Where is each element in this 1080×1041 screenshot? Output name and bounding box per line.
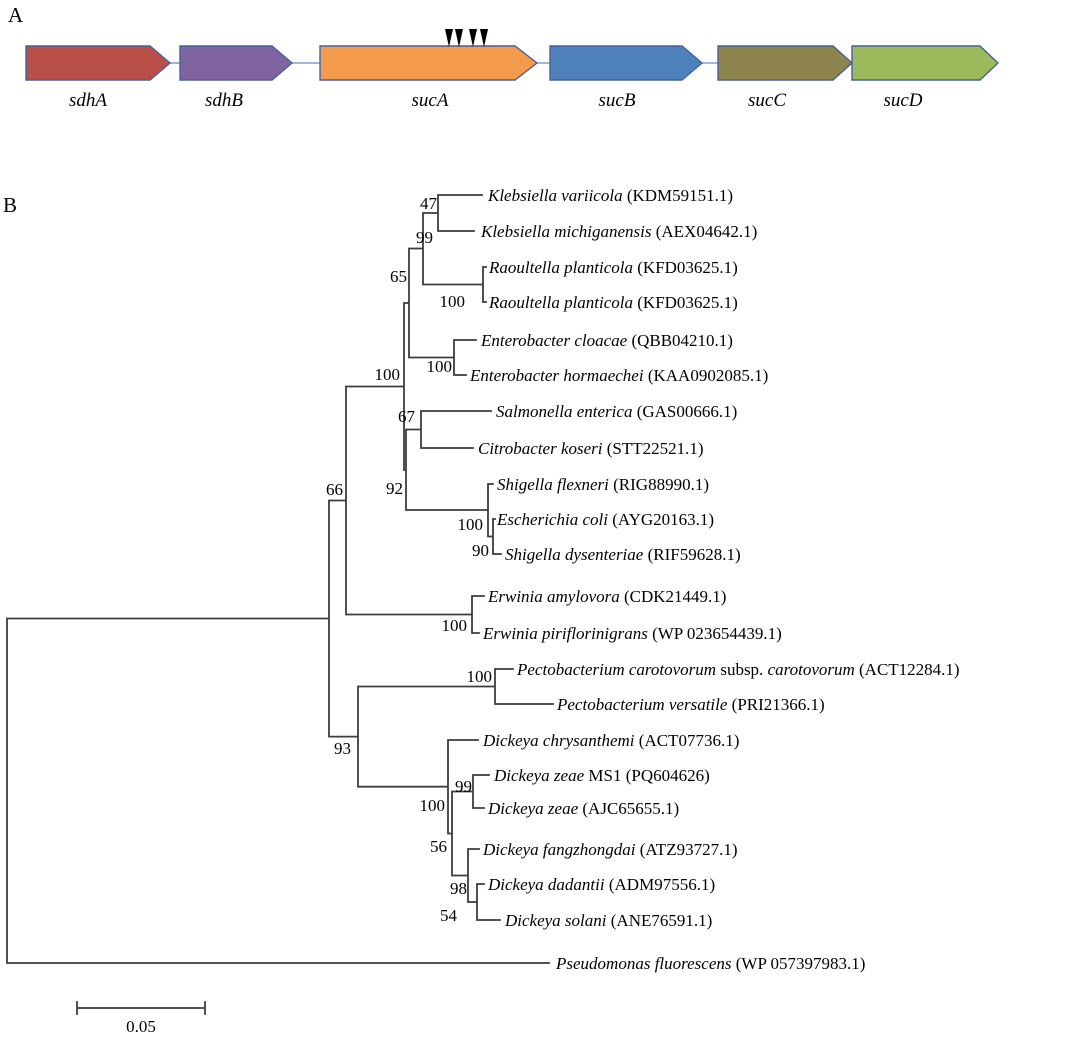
bootstrap-value: 67 — [398, 407, 416, 426]
taxon-label-pectobacterium-carotovorum: Pectobacterium carotovorum subsp. caroto… — [516, 660, 960, 679]
taxon-label-dickeya-zeae-ms1-highlighted: Dickeya zeae MS1 (PQ604626) — [493, 766, 710, 785]
gene-label-sucD: sucD — [883, 90, 922, 111]
taxon-label-shigella-dysenteriae: Shigella dysenteriae (RIF59628.1) — [505, 545, 741, 564]
taxon-label-erwinia-amylovora: Erwinia amylovora (CDK21449.1) — [487, 587, 726, 606]
taxon-label-enterobacter-cloacae: Enterobacter cloacae (QBB04210.1) — [480, 331, 733, 350]
bootstrap-value: 65 — [390, 267, 407, 286]
bootstrap-value: 56 — [430, 837, 447, 856]
taxon-label-shigella-flexneri: Shigella flexneri (RIG88990.1) — [497, 475, 709, 494]
taxon-label-enterobacter-hormaechei: Enterobacter hormaechei (KAA0902085.1) — [469, 366, 768, 385]
panel-b-phylogenetic-tree: B 47 99 65 100 100 100 67 92 100 90 66 1… — [3, 186, 960, 1036]
tree-branches — [6, 194, 554, 964]
taxon-label-pectobacterium-versatile: Pectobacterium versatile (PRI21366.1) — [556, 695, 825, 714]
gene-arrow-sucC — [717, 45, 854, 81]
panel-b-letter: B — [3, 193, 17, 217]
bootstrap-value: 54 — [440, 906, 458, 925]
scale-bar: 0.05 — [76, 1001, 206, 1036]
gene-label-sdhA: sdhA — [69, 90, 107, 111]
panel-a-gene-cluster: A sdhA sdhB sucA sucB sucC sucD — [8, 3, 1000, 111]
taxon-label-pseudomonas-fluorescens: Pseudomonas fluorescens (WP 057397983.1) — [555, 954, 865, 973]
taxon-label-salmonella-enterica: Salmonella enterica (GAS00666.1) — [496, 402, 737, 421]
taxon-label-klebsiella-variicola: Klebsiella variicola (KDM59151.1) — [487, 186, 733, 205]
gene-arrows — [25, 45, 1000, 81]
bootstrap-value: 99 — [416, 228, 433, 247]
bootstrap-value: 66 — [326, 480, 343, 499]
gene-arrow-sdhA — [25, 45, 172, 81]
gene-label-sucB: sucB — [599, 90, 636, 111]
mutation-arrowhead-icon — [480, 29, 488, 47]
bootstrap-value: 93 — [334, 739, 351, 758]
taxon-label-dickeya-dadantii: Dickeya dadantii (ADM97556.1) — [487, 875, 715, 894]
gene-label-sucA: sucA — [412, 90, 449, 111]
gene-arrow-sucA — [319, 45, 539, 81]
panel-a-letter: A — [8, 3, 24, 27]
gene-arrow-sucB — [549, 45, 704, 81]
taxon-label-dickeya-fangzhongdai: Dickeya fangzhongdai (ATZ93727.1) — [482, 840, 737, 859]
scale-bar-line — [76, 1001, 206, 1015]
bootstrap-value: 100 — [458, 515, 484, 534]
mutation-arrowhead-icon — [455, 29, 463, 47]
gene-labels: sdhA sdhB sucA sucB sucC sucD — [69, 90, 923, 111]
bootstrap-value: 92 — [386, 479, 403, 498]
sucA-mutation-site-arrowhead-icons — [445, 29, 488, 47]
bootstrap-value: 98 — [450, 879, 467, 898]
gene-arrow-sdhB — [179, 45, 294, 81]
taxon-label-klebsiella-michiganensis: Klebsiella michiganensis (AEX04642.1) — [480, 222, 757, 241]
bootstrap-value: 100 — [442, 616, 468, 635]
bootstrap-value: 100 — [440, 292, 466, 311]
bootstrap-value: 47 — [420, 194, 438, 213]
taxon-label-citrobacter-koseri: Citrobacter koseri (STT22521.1) — [478, 439, 704, 458]
bootstrap-values: 47 99 65 100 100 100 67 92 100 90 66 100… — [326, 194, 492, 925]
mutation-arrowhead-icon — [445, 29, 453, 47]
scale-bar-label: 0.05 — [126, 1017, 156, 1036]
taxon-label-erwinia-piriflorinigrans: Erwinia piriflorinigrans (WP 023654439.1… — [482, 624, 782, 643]
bootstrap-value: 100 — [420, 796, 446, 815]
bootstrap-value: 100 — [375, 365, 401, 384]
bootstrap-value: 99 — [455, 777, 472, 796]
bootstrap-value: 100 — [467, 667, 493, 686]
taxon-label-dickeya-chrysanthemi: Dickeya chrysanthemi (ACT07736.1) — [482, 731, 739, 750]
taxon-label-raoultella-planticola-2: Raoultella planticola (KFD03625.1) — [488, 293, 738, 312]
taxon-label-dickeya-zeae: Dickeya zeae (AJC65655.1) — [487, 799, 679, 818]
gene-label-sucC: sucC — [748, 90, 786, 111]
taxon-label-escherichia-coli: Escherichia coli (AYG20163.1) — [496, 510, 714, 529]
bootstrap-value: 100 — [427, 357, 453, 376]
bootstrap-value: 90 — [472, 541, 489, 560]
gene-label-sdhB: sdhB — [205, 90, 243, 111]
taxon-label-raoultella-planticola-1: Raoultella planticola (KFD03625.1) — [488, 258, 738, 277]
taxon-labels: Klebsiella variicola (KDM59151.1) Klebsi… — [469, 186, 960, 973]
mutation-arrowhead-icon — [469, 29, 477, 47]
gene-arrow-sucD — [851, 45, 1000, 81]
taxon-label-dickeya-solani: Dickeya solani (ANE76591.1) — [504, 911, 712, 930]
